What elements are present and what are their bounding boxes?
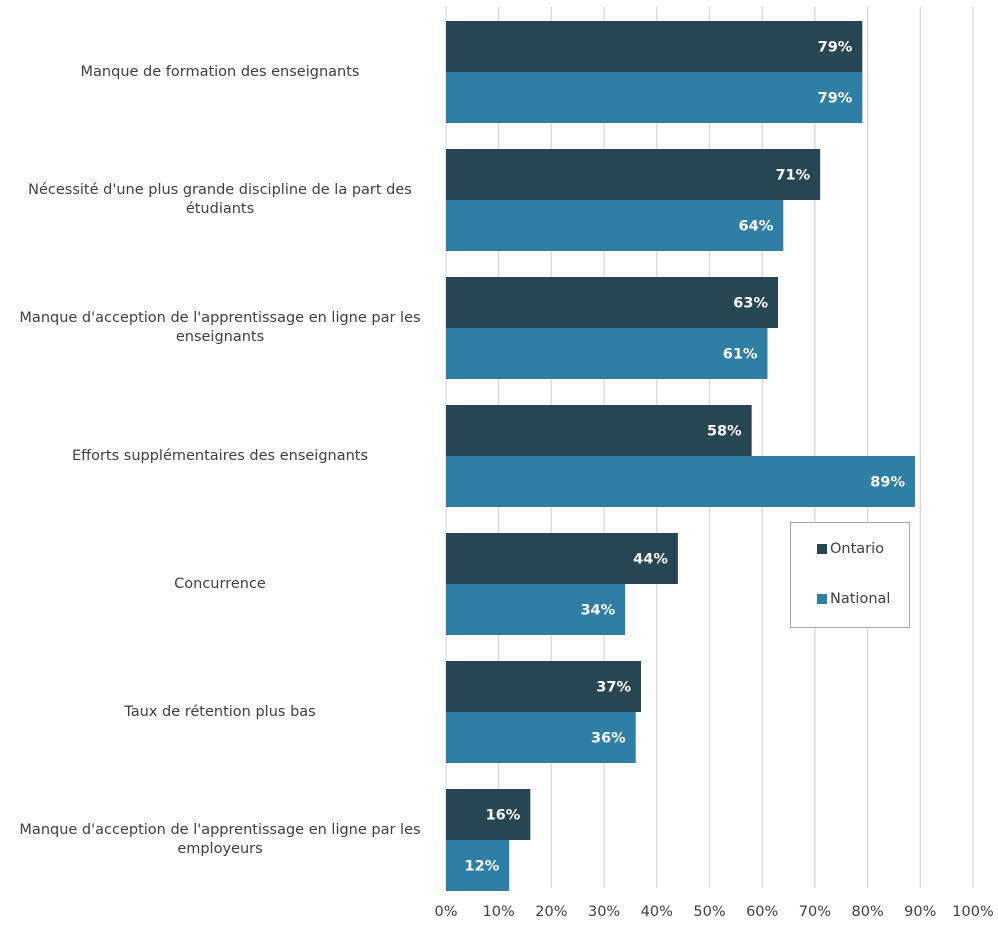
data-label: 61%	[723, 347, 758, 363]
bar-national	[446, 328, 767, 379]
data-label: 79%	[818, 91, 853, 107]
legend-item-national: National	[817, 591, 890, 607]
x-tick-label: 80%	[851, 904, 883, 920]
data-label: 71%	[775, 168, 810, 184]
x-tick-label: 20%	[535, 904, 567, 920]
legend-swatch-national	[817, 594, 827, 604]
bars	[446, 21, 915, 891]
x-tick-label: 10%	[483, 904, 515, 920]
x-tick-label: 90%	[904, 904, 936, 920]
data-label: 37%	[596, 680, 631, 696]
x-tick-label: 40%	[641, 904, 673, 920]
bar-ontario	[446, 149, 820, 200]
x-tick-label: 50%	[693, 904, 725, 920]
legend-label-ontario: Ontario	[830, 541, 884, 557]
category-label: Manque d'acception de l'apprentissage en…	[10, 821, 430, 859]
legend-item-ontario: Ontario	[817, 541, 884, 557]
legend-swatch-ontario	[817, 544, 827, 554]
bar-national	[446, 200, 783, 251]
bar-ontario	[446, 21, 862, 72]
data-label: 44%	[633, 552, 668, 568]
category-label: Nécessité d'une plus grande discipline d…	[10, 181, 430, 219]
bar-ontario	[446, 405, 752, 456]
data-label: 34%	[580, 603, 615, 619]
data-label: 63%	[733, 296, 768, 312]
category-label: Concurrence	[10, 575, 430, 594]
x-axis-ticks: 0% 10% 20% 30% 40% 50% 60% 70% 80% 90% 100%	[434, 904, 993, 920]
x-tick-label: 30%	[588, 904, 620, 920]
legend-label-national: National	[830, 591, 890, 607]
bar-national	[446, 72, 862, 123]
x-tick-label: 70%	[799, 904, 831, 920]
data-label: 58%	[707, 424, 742, 440]
bar-national	[446, 456, 915, 507]
data-label: 89%	[870, 475, 905, 491]
legend: Ontario National	[790, 522, 910, 628]
data-label: 79%	[818, 40, 853, 56]
category-label: Manque de formation des enseignants	[10, 63, 430, 82]
x-tick-label: 0%	[434, 904, 457, 920]
data-label: 64%	[739, 219, 774, 235]
data-label: 16%	[486, 808, 521, 824]
data-label: 36%	[591, 731, 626, 747]
data-label: 12%	[465, 859, 500, 875]
category-label: Taux de rétention plus bas	[10, 703, 430, 722]
category-label: Manque d'acception de l'apprentissage en…	[10, 309, 430, 347]
x-tick-label: 100%	[952, 904, 993, 920]
bar-ontario	[446, 277, 778, 328]
x-tick-label: 60%	[746, 904, 778, 920]
category-label: Efforts supplémentaires des enseignants	[10, 447, 430, 466]
